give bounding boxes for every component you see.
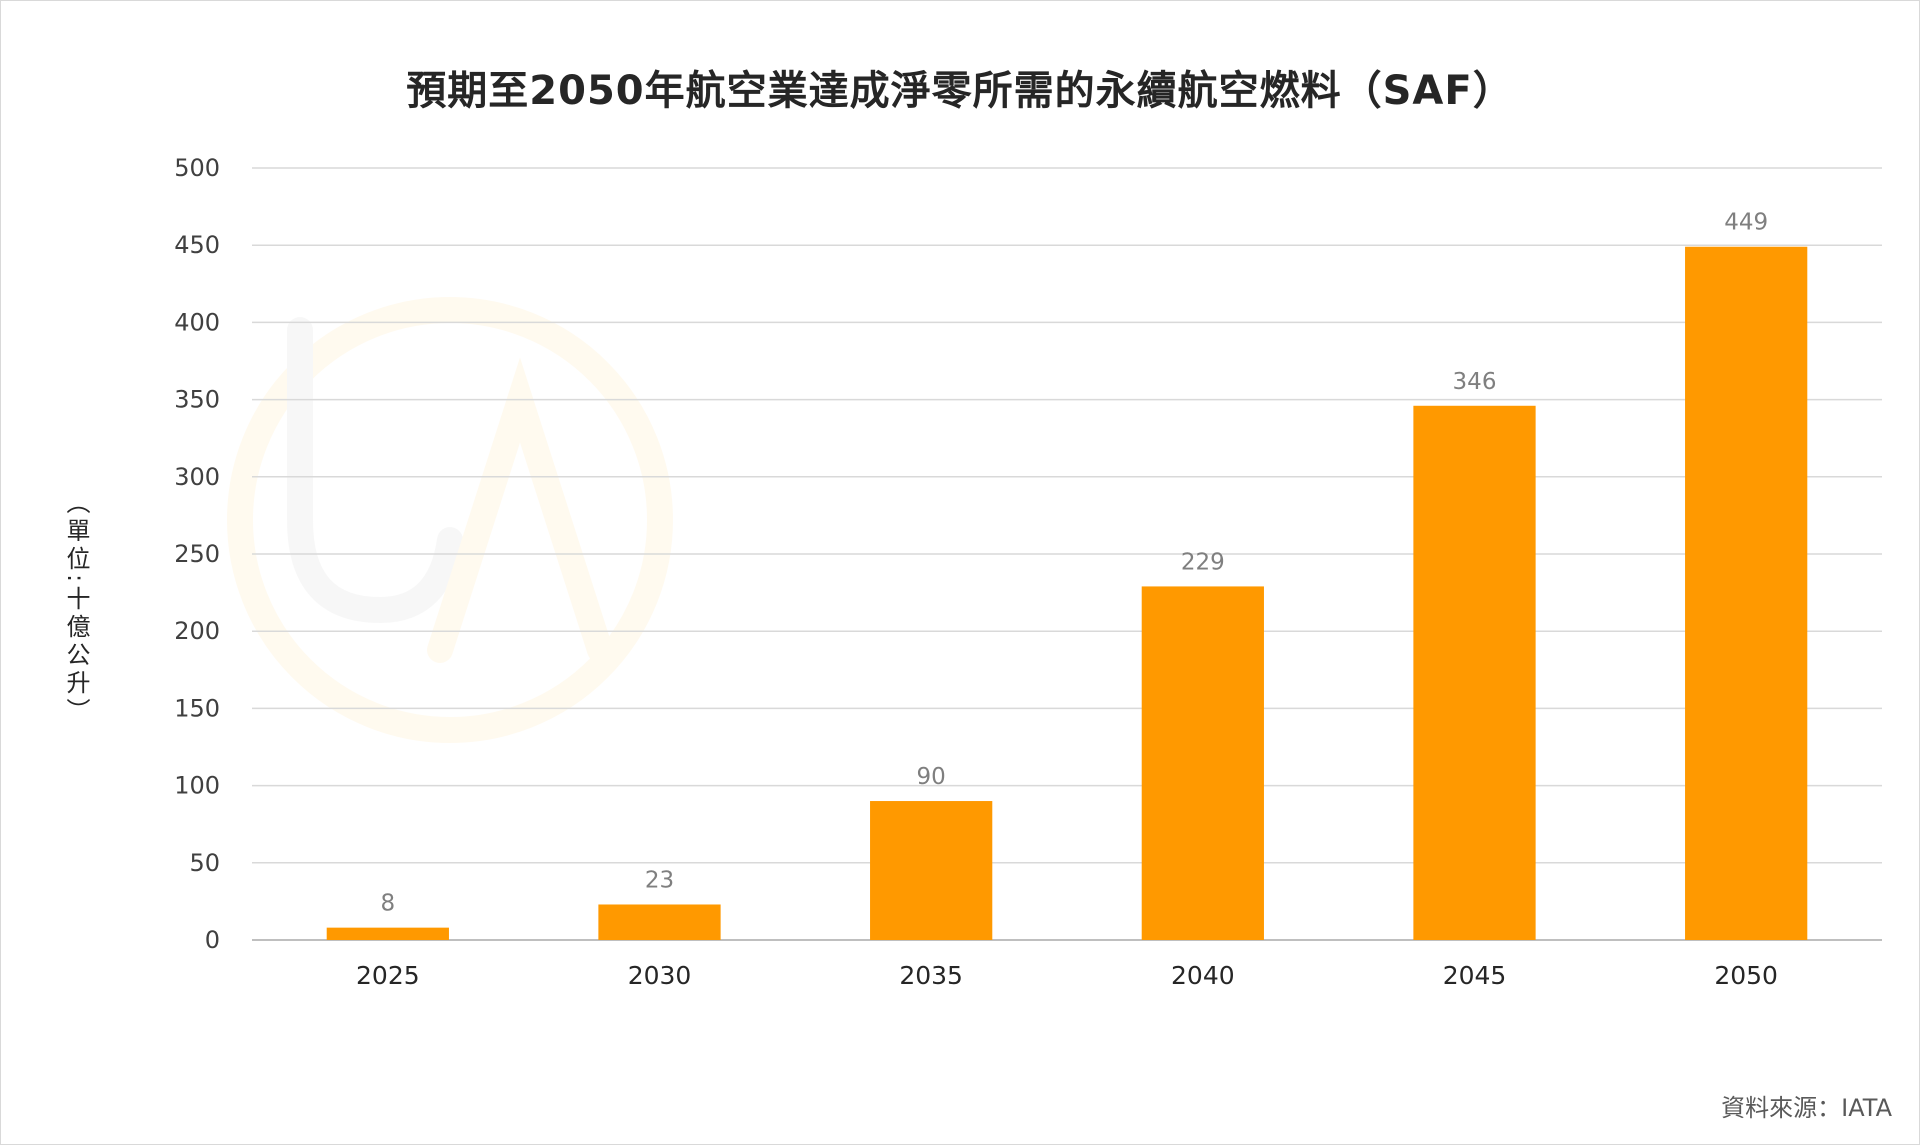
y-tick-label: 500 (174, 154, 220, 182)
y-tick-label: 350 (174, 386, 220, 414)
data-label: 90 (917, 764, 946, 790)
x-tick-label: 2030 (628, 961, 692, 990)
data-label: 8 (381, 891, 396, 917)
x-tick-label: 2045 (1443, 961, 1507, 990)
gridlines (252, 167, 1882, 941)
y-tick-label: 150 (174, 694, 220, 722)
data-label: 346 (1453, 369, 1497, 395)
chart-title: 預期至2050年航空業達成淨零所需的永續航空燃料（SAF） (406, 68, 1514, 114)
bar-2025 (326, 927, 449, 940)
source-note: 資料來源：IATA (1721, 1094, 1892, 1122)
data-label: 23 (645, 867, 674, 893)
y-tick-label: 250 (174, 540, 220, 568)
y-tick-label: 200 (174, 617, 220, 645)
x-tick-label: 2050 (1714, 961, 1778, 990)
bar-2040 (1141, 586, 1264, 940)
y-tick-label: 400 (174, 308, 220, 336)
bars (326, 246, 1808, 940)
y-tick-label: 0 (205, 926, 220, 954)
y-axis-label: （單位:十億公升） (62, 490, 90, 727)
data-label: 449 (1724, 210, 1768, 236)
y-tick-label: 300 (174, 463, 220, 491)
labels: 0 50 100 150 200 250 300 350 400 450 500 8 2025 23 203… (174, 154, 1778, 990)
x-tick-label: 2040 (1171, 961, 1235, 990)
watermark-logo (227, 297, 673, 743)
bar-2045 (1413, 405, 1536, 940)
bar-2050 (1685, 246, 1808, 940)
bar-2035 (870, 801, 993, 940)
y-tick-label: 50 (189, 849, 220, 877)
x-tick-label: 2035 (899, 961, 963, 990)
data-label: 229 (1181, 549, 1225, 575)
x-tick-label: 2025 (356, 961, 420, 990)
y-tick-label: 100 (174, 772, 220, 800)
y-tick-label: 450 (174, 231, 220, 259)
bar-2030 (598, 904, 721, 940)
